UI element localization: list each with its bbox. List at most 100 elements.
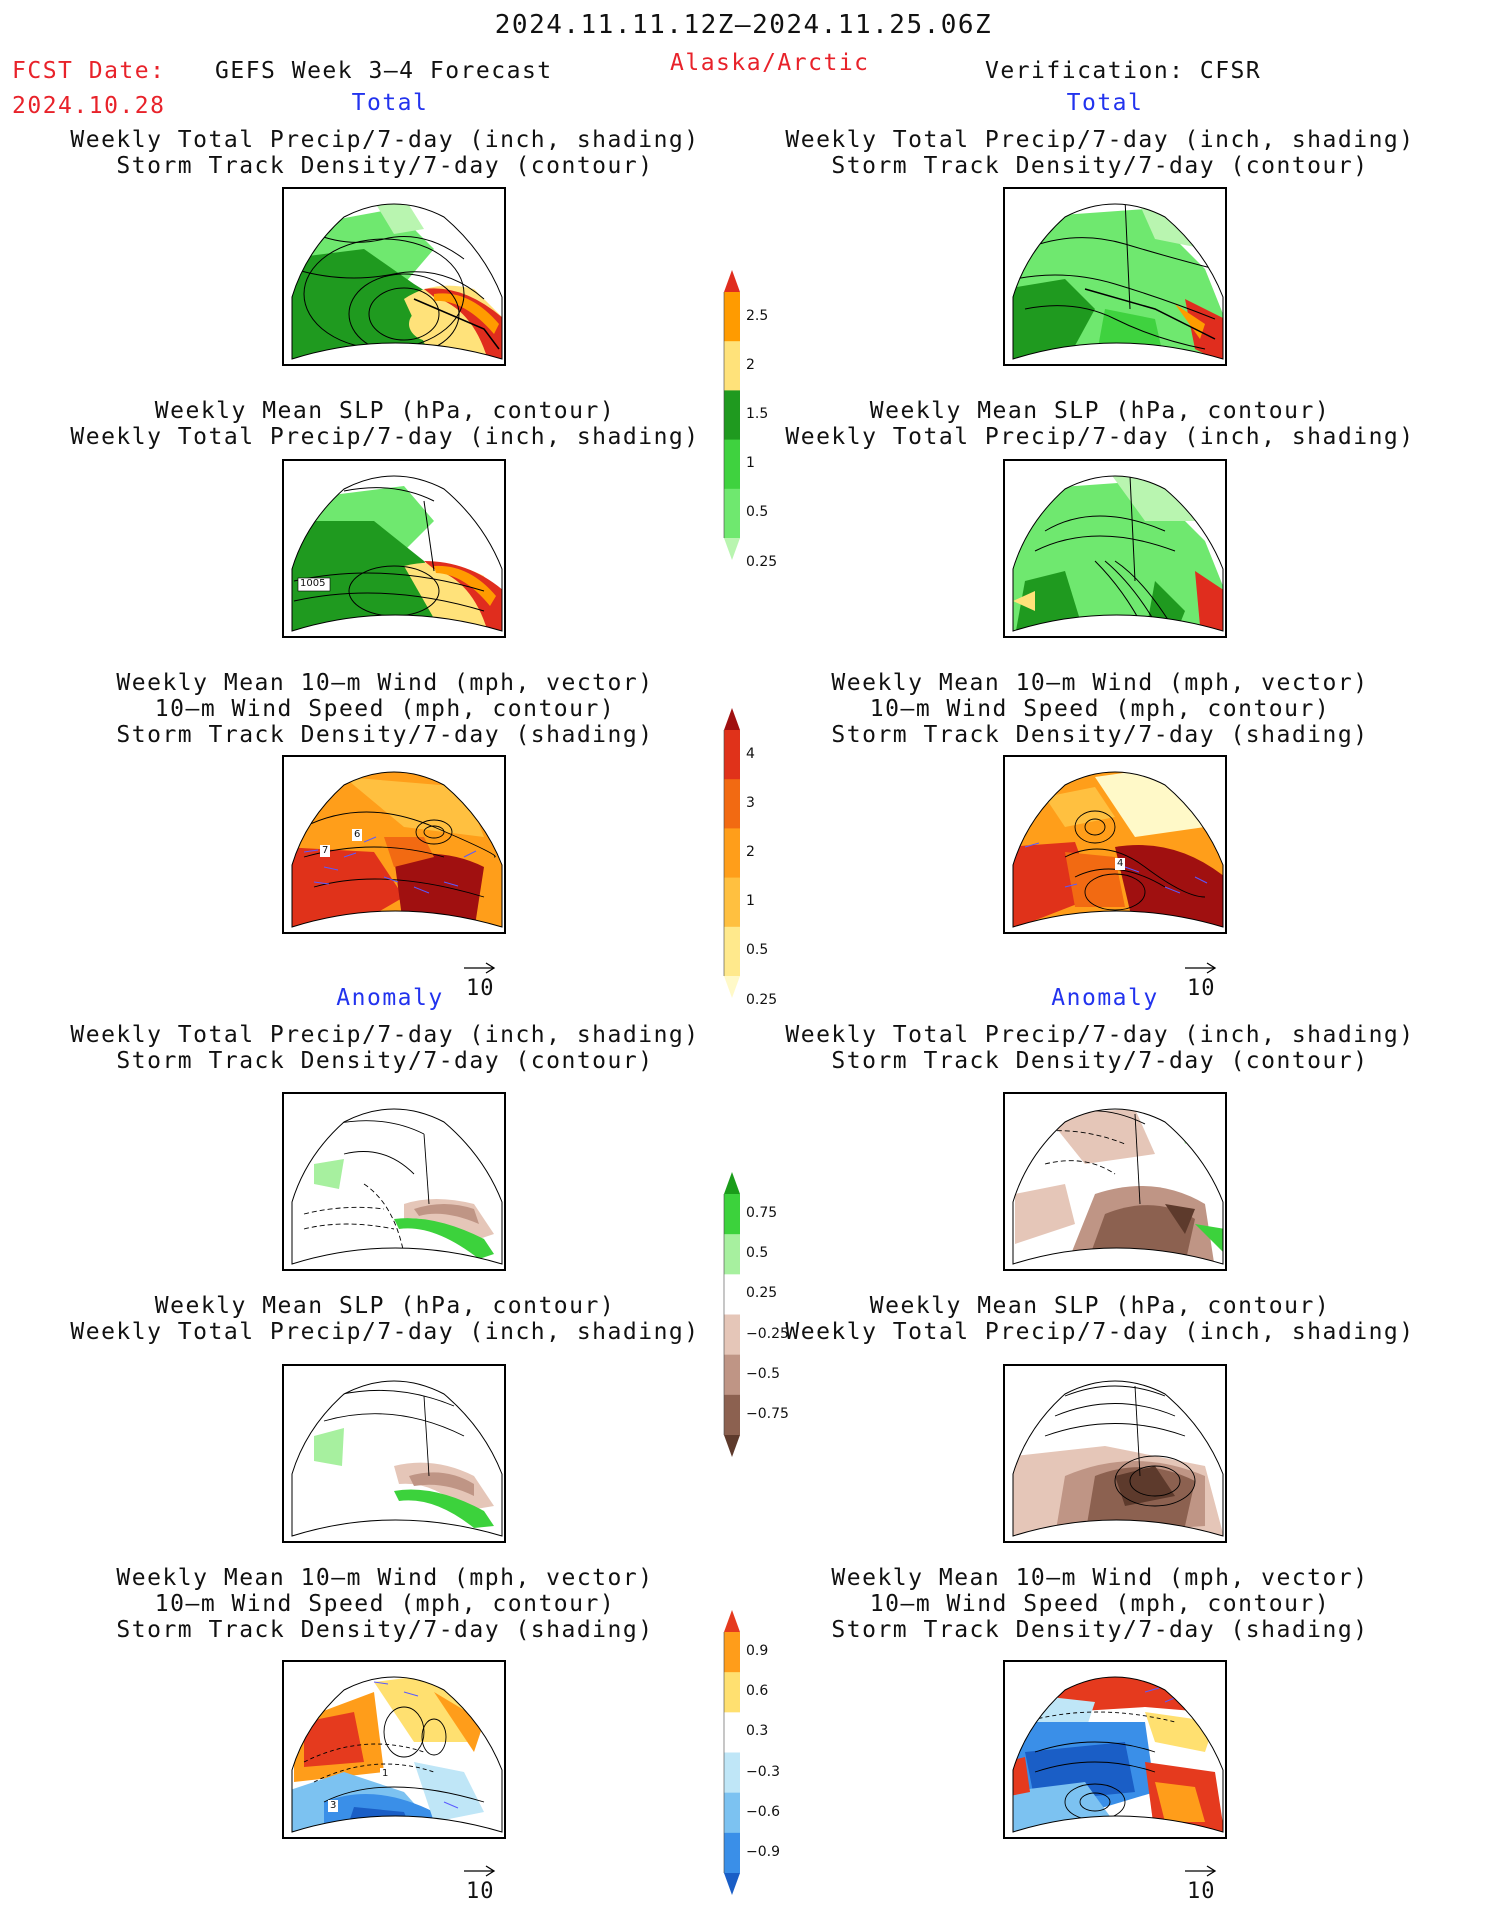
title-slp-precip-anom-left: Weekly Mean SLP (hPa, contour) Weekly To… (70, 1293, 700, 1345)
colorbar-swatch (724, 708, 740, 730)
colorbar-tick-label: 0.5 (746, 942, 769, 959)
date-range: 2024.11.11.12Z–2024.11.25.06Z (494, 10, 993, 40)
colorbar-swatch (724, 390, 740, 441)
colorbar-tick-label: −0.9 (746, 1843, 780, 1860)
forecast-title: GEFS Week 3–4 Forecast (215, 58, 553, 84)
colorbar-tick-label: 0.25 (746, 991, 778, 1008)
colorbar-swatch (724, 730, 740, 780)
map-panel-slp-total-cfsr (1003, 459, 1227, 638)
colorbar-tick-label: 0.5 (746, 1245, 769, 1262)
colorbar-swatch (724, 1792, 740, 1834)
map-panel-wind-total-gefs: 7 6 (282, 755, 506, 934)
colorbar-swatch (724, 341, 740, 391)
colorbar-swatch (724, 538, 740, 560)
title-precip-storm-anom-right: Weekly Total Precip/7-day (inch, shading… (785, 1022, 1415, 1074)
colorbar-swatch (724, 877, 740, 928)
colorbar-tick-label: 0.3 (746, 1723, 769, 1740)
colorbar-swatch (724, 1632, 740, 1673)
colorbar-tick-label: 2 (746, 844, 755, 860)
title-precip-storm-total-left: Weekly Total Precip/7-day (inch, shading… (70, 127, 700, 179)
colorbar-swatch (724, 1672, 740, 1713)
title-precip-storm-total-right: Weekly Total Precip/7-day (inch, shading… (785, 127, 1415, 179)
vector-ref-anom-left: 10 (462, 1858, 498, 1904)
colorbar-swatch (724, 1274, 740, 1315)
colorbar-tick-label: 2.5 (746, 307, 769, 324)
vector-ref-total-left: 10 (462, 955, 498, 1001)
colorbar-swatch (724, 1354, 740, 1396)
title-slp-precip-total-right: Weekly Mean SLP (hPa, contour) Weekly To… (785, 398, 1415, 450)
vector-ref-label: 10 (466, 1879, 495, 1904)
colorbar-swatch (724, 270, 740, 292)
colorbar-swatch (724, 1394, 740, 1436)
anom-wind-contour-label-2: 1 (382, 1768, 389, 1779)
colorbar-tick-label: 1.5 (746, 406, 769, 422)
title-wind-anom-right: Weekly Mean 10–m Wind (mph, vector) 10–m… (831, 1565, 1369, 1643)
colorbar-tick-label: 0.75 (746, 1205, 778, 1222)
colorbar-swatch (724, 1752, 740, 1794)
vector-arrow-icon (464, 962, 496, 974)
colorbar-tick-label: −0.75 (746, 1405, 789, 1422)
map-panel-slp-anom-gefs (282, 1364, 506, 1543)
fcst-date: 2024.10.28 (12, 93, 166, 119)
map-panel-precip-total-cfsr (1003, 187, 1227, 366)
title-precip-storm-anom-left: Weekly Total Precip/7-day (inch, shading… (70, 1022, 700, 1074)
colorbar-precip-total (722, 270, 742, 564)
map-panel-precip-anom-cfsr (1003, 1092, 1227, 1271)
title-wind-anom-left: Weekly Mean 10–m Wind (mph, vector) 10–m… (116, 1565, 654, 1643)
colorbar-swatch (724, 926, 740, 977)
colorbar-tick-label: 0.9 (746, 1643, 769, 1660)
slp-contour-label: 1005 (300, 578, 326, 589)
colorbar-swatch (724, 779, 740, 829)
section-total-right: Total (1066, 90, 1144, 116)
map-panel-precip-anom-gefs (282, 1092, 506, 1271)
colorbar-tick-label: −0.5 (746, 1365, 780, 1382)
colorbar-swatch (724, 828, 740, 879)
colorbar-swatch (724, 439, 740, 490)
vector-ref-label: 10 (1187, 976, 1216, 1001)
colorbar-tick-label: 0.6 (746, 1683, 769, 1700)
vector-arrow-icon (1185, 1865, 1217, 1877)
map-panel-wind-anom-cfsr (1003, 1660, 1227, 1839)
colorbar-tick-label: 3 (746, 794, 755, 811)
region-label: Alaska/Arctic (670, 50, 870, 76)
colorbar-tick-label: −0.6 (746, 1803, 780, 1820)
wind-contour-label-2: 6 (354, 829, 361, 840)
fcst-label: FCST Date: (12, 58, 166, 84)
colorbar-storm-total (722, 708, 742, 1002)
section-anomaly-left: Anomaly (336, 985, 444, 1011)
colorbar-tick-label: 4 (746, 745, 755, 762)
title-slp-precip-total-left: Weekly Mean SLP (hPa, contour) Weekly To… (70, 398, 700, 450)
colorbar-swatch (724, 1234, 740, 1275)
title-wind-total-left: Weekly Mean 10–m Wind (mph, vector) 10–m… (116, 670, 654, 748)
colorbar-swatch (724, 292, 740, 342)
anom-wind-contour-label-1: 3 (330, 1800, 337, 1811)
colorbar-tick-label: 1 (746, 455, 755, 472)
wind-contour-label-right: 4 (1117, 858, 1124, 869)
title-slp-precip-anom-right: Weekly Mean SLP (hPa, contour) Weekly To… (785, 1293, 1415, 1345)
map-panel-precip-total-gefs (282, 187, 506, 366)
colorbar-tick-label: 1 (746, 893, 755, 910)
colorbar-precip-anom (722, 1172, 742, 1461)
section-anomaly-right: Anomaly (1051, 985, 1159, 1011)
colorbar-swatch (724, 1832, 740, 1874)
colorbar-swatch (724, 1873, 740, 1895)
map-panel-slp-total-gefs: 1005 (282, 459, 506, 638)
map-panel-wind-total-cfsr: 4 (1003, 755, 1227, 934)
map-panel-wind-anom-gefs: 3 1 (282, 1660, 506, 1839)
colorbar-tick-label: 0.25 (746, 553, 778, 570)
wind-contour-label-1: 7 (322, 845, 329, 856)
verification-label: Verification: CFSR (985, 58, 1262, 84)
vector-arrow-icon (1185, 962, 1217, 974)
section-total-left: Total (351, 90, 429, 116)
map-panel-slp-anom-cfsr (1003, 1364, 1227, 1543)
vector-ref-total-right: 10 (1183, 955, 1219, 1001)
colorbar-storm-anom (722, 1610, 742, 1899)
vector-ref-anom-right: 10 (1183, 1858, 1219, 1904)
colorbar-tick-label: 2 (746, 356, 755, 373)
colorbar-tick-label: 0.5 (746, 504, 769, 521)
colorbar-swatch (724, 976, 740, 998)
title-wind-total-right: Weekly Mean 10–m Wind (mph, vector) 10–m… (831, 670, 1369, 748)
colorbar-tick-label: 0.25 (746, 1285, 778, 1302)
colorbar-swatch (724, 1712, 740, 1753)
colorbar-swatch (724, 1610, 740, 1632)
